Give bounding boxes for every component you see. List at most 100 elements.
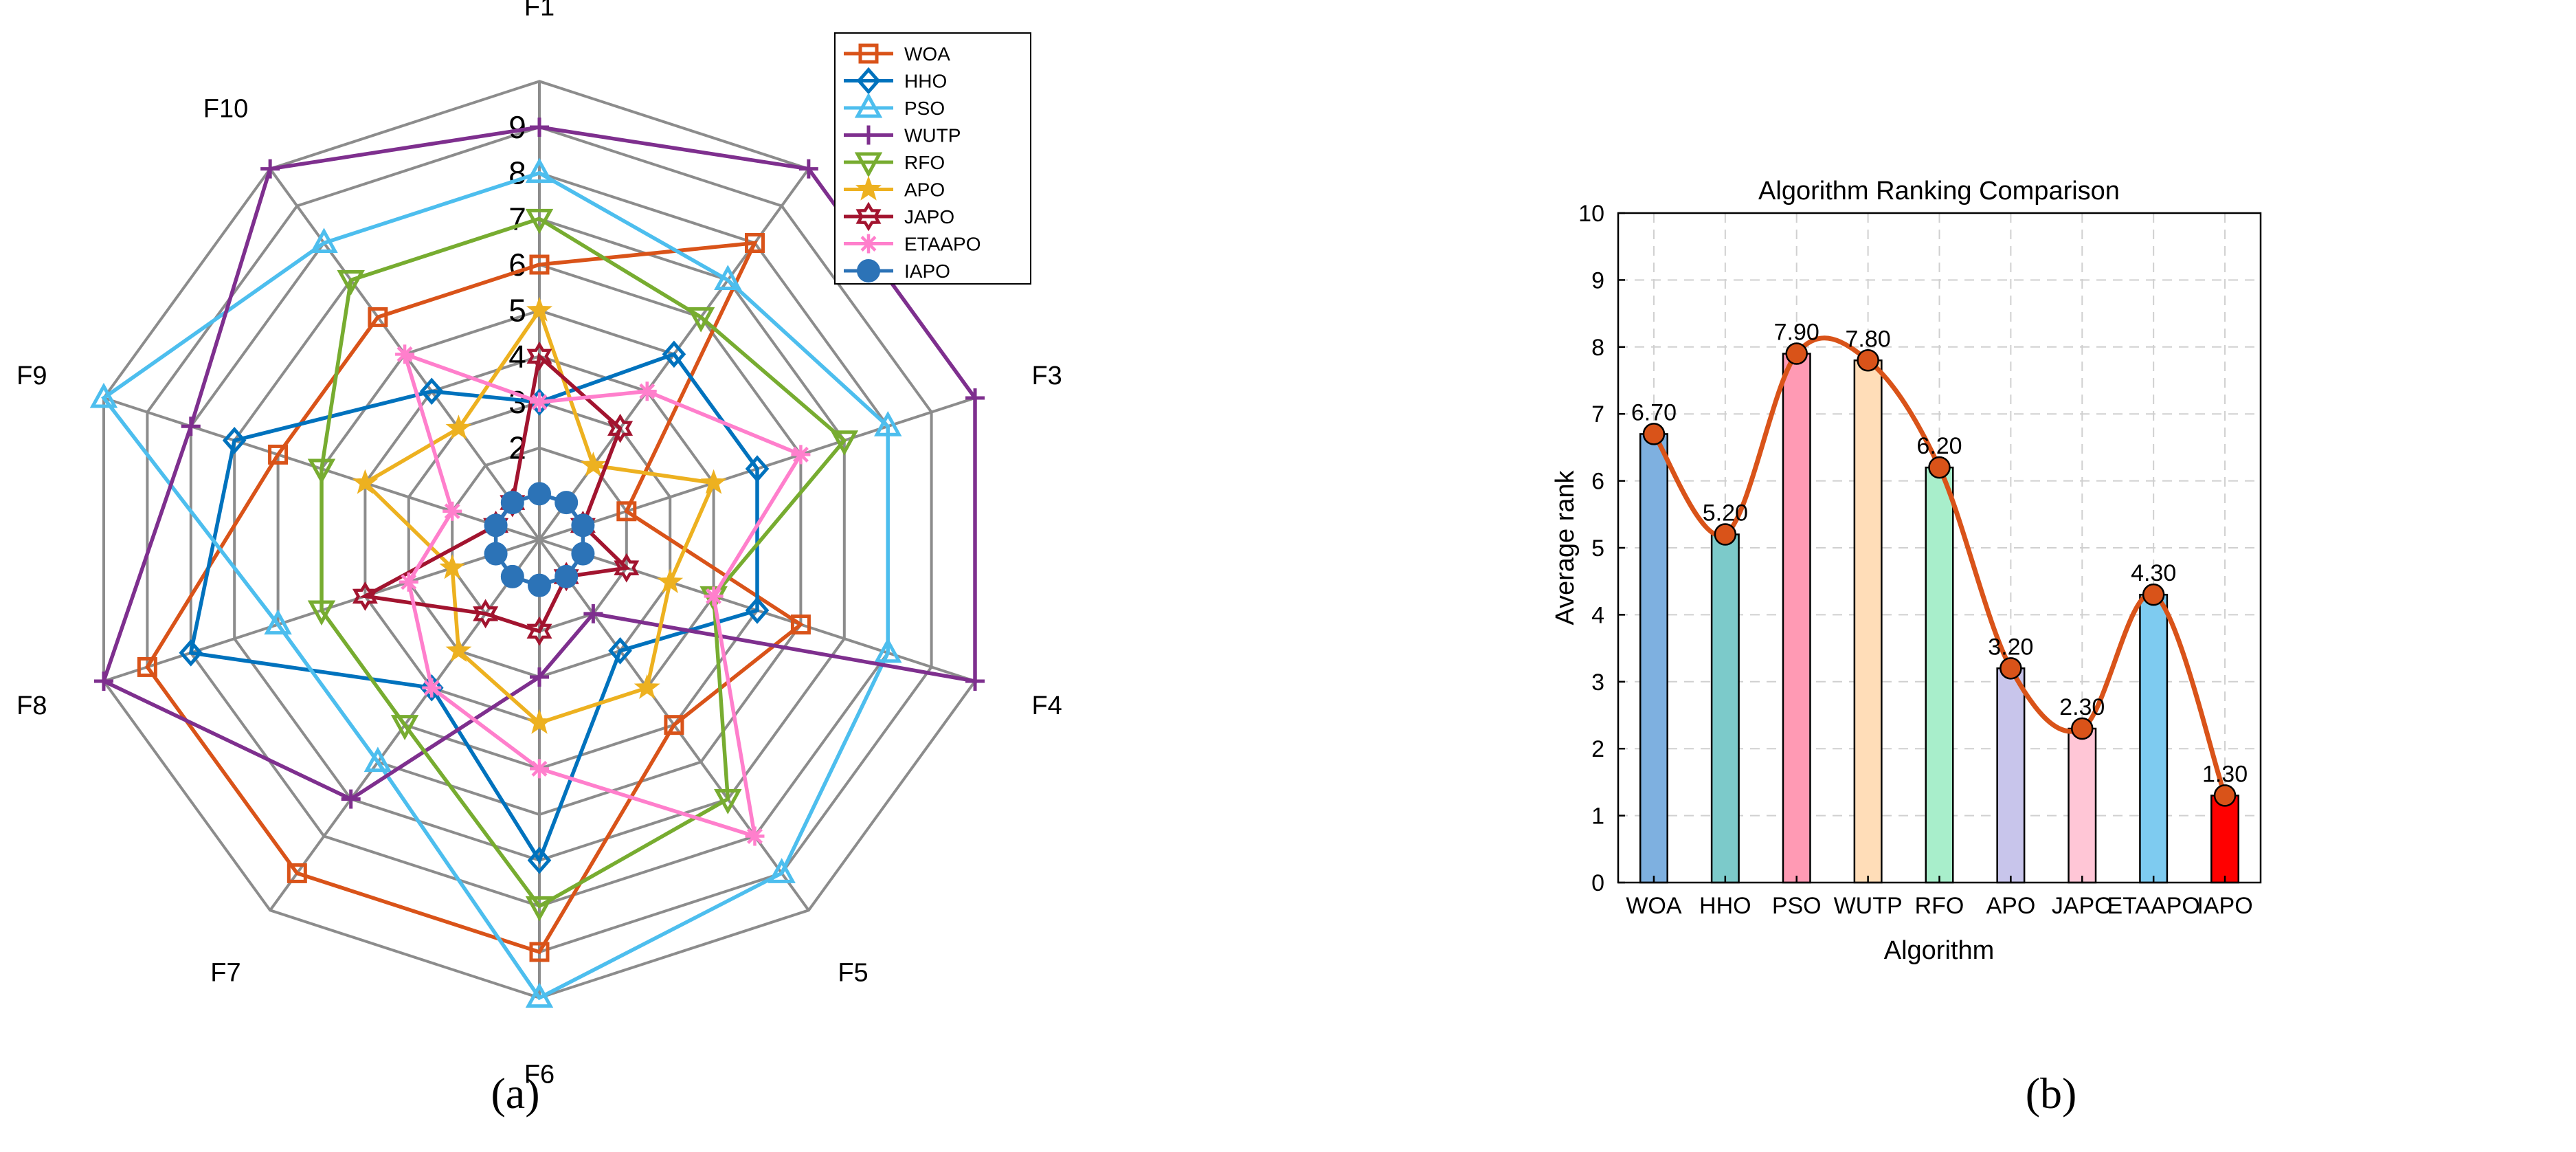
radar-point-wutp: [260, 159, 280, 179]
radar-axis-label: F3: [1031, 362, 1062, 390]
radar-point-etaapo: [637, 381, 657, 401]
legend-marker: [854, 152, 883, 178]
radar-point-rfo: [337, 269, 365, 296]
legend-marker: [854, 92, 883, 118]
radar-line-woa: [145, 241, 805, 955]
legend-label: WOA: [904, 43, 950, 65]
radar-point-etaapo: [745, 826, 765, 846]
radar-point-woa: [529, 254, 550, 275]
rank-marker-hho: [1714, 523, 1737, 546]
radar-axis-label: F6: [524, 1061, 555, 1089]
radar-point-etaapo: [704, 586, 724, 606]
radar-point-hho: [608, 637, 632, 665]
legend-label: APO: [904, 179, 945, 201]
rank-marker-apo: [2000, 657, 2022, 680]
radar-ring-label: 5: [508, 293, 526, 329]
radar-point-iapo: [528, 573, 551, 597]
radar-point-iapo: [484, 513, 508, 538]
bar-wutp: [1853, 359, 1883, 884]
bar-bars: [1639, 353, 2240, 884]
radar-point-etaapo: [443, 501, 462, 521]
x-tick-label: PSO: [1772, 893, 1822, 919]
radar-point-hho: [179, 639, 203, 667]
bar-apo: [1996, 667, 2026, 884]
value-label-rfo: 6.20: [1916, 433, 1962, 459]
y-tick-label: 0: [1591, 870, 1604, 896]
bar-rfo: [1925, 466, 1954, 884]
radar-point-etaapo: [530, 759, 549, 779]
x-tick-label: HHO: [1699, 893, 1751, 919]
y-tick-label: 6: [1591, 469, 1604, 495]
y-tick-label: 1: [1591, 804, 1604, 830]
value-label-etaapo: 4.30: [2131, 560, 2176, 586]
radar-point-japo: [614, 553, 640, 583]
rank-marker-japo: [2071, 717, 2094, 740]
radar-point-woa: [744, 233, 765, 254]
bar-markers: [1642, 342, 2237, 807]
radar-point-pso: [310, 228, 338, 254]
value-label-iapo: 1.30: [2202, 761, 2248, 787]
x-tick-label: IAPO: [2197, 893, 2252, 919]
radar-series-iapo: [484, 482, 595, 597]
y-tick-label: 8: [1591, 335, 1604, 361]
radar-point-rfo: [525, 208, 554, 234]
radar-point-iapo: [500, 491, 524, 515]
radar-point-iapo: [500, 564, 524, 588]
radar-point-hho: [222, 426, 247, 454]
value-label-woa: 6.70: [1631, 399, 1677, 425]
radar-point-japo: [352, 581, 378, 611]
radar-point-hho: [662, 340, 686, 368]
legend-item-woa: WOA: [844, 43, 950, 65]
legend-label: WUTP: [904, 125, 961, 146]
radar-point-apo: [634, 674, 660, 699]
radar-point-wutp: [965, 672, 985, 691]
radar-point-pso: [363, 746, 392, 773]
legend-label: PSO: [904, 98, 945, 119]
radar-point-wutp: [965, 388, 985, 408]
radar-point-japo: [526, 616, 552, 646]
radar-point-apo: [657, 568, 684, 593]
radar-point-hho: [419, 377, 444, 406]
radar-point-japo: [473, 599, 499, 629]
radar-point-japo: [526, 341, 552, 371]
legend-marker: [858, 43, 879, 64]
radar-point-etaapo: [395, 344, 415, 364]
radar-series: [89, 118, 985, 1008]
bar-japo: [2068, 727, 2097, 884]
bar-woa: [1639, 433, 1668, 884]
radar-point-pso: [768, 858, 796, 883]
rank-marker-woa: [1642, 423, 1666, 445]
radar-point-etaapo: [399, 572, 418, 592]
radar-point-apo: [445, 636, 472, 662]
radar-ring-label: 7: [508, 201, 526, 236]
bar-value-labels: 6.70 5.20 7.90 7.80 6.20 3.20 2.30 4.30 1.30: [1631, 320, 2248, 788]
radar-point-rfo: [307, 458, 336, 485]
radar-point-iapo: [571, 542, 595, 566]
radar-point-iapo: [571, 513, 595, 538]
caption-b: (b): [2026, 1069, 2077, 1118]
y-tick-label: 5: [1591, 535, 1604, 562]
value-label-wutp: 7.80: [1846, 326, 1891, 352]
x-tick-label: APO: [1986, 893, 2035, 919]
radar-axis-label: F10: [203, 95, 248, 124]
radar-point-iapo: [528, 482, 551, 506]
radar-point-wutp: [530, 667, 549, 687]
radar-point-woa: [664, 715, 684, 735]
legend-item-etaapo: ETAAPO: [844, 234, 981, 255]
radar-point-apo: [352, 469, 379, 494]
y-tick-label: 3: [1591, 669, 1604, 696]
radar-series-woa: [137, 233, 811, 962]
x-tick-label: WUTP: [1834, 893, 1903, 919]
radar-ring-label: 9: [508, 109, 526, 145]
rank-marker-wutp: [1857, 349, 1879, 372]
radar-axis-label: F7: [210, 958, 240, 987]
radar-line-hho: [188, 352, 759, 865]
value-label-japo: 2.30: [2059, 694, 2105, 720]
radar-ring-label: 8: [508, 155, 526, 191]
legend-marker: [856, 67, 881, 95]
radar-axis-label: F1: [524, 0, 555, 21]
y-tick-label: 10: [1578, 201, 1604, 227]
